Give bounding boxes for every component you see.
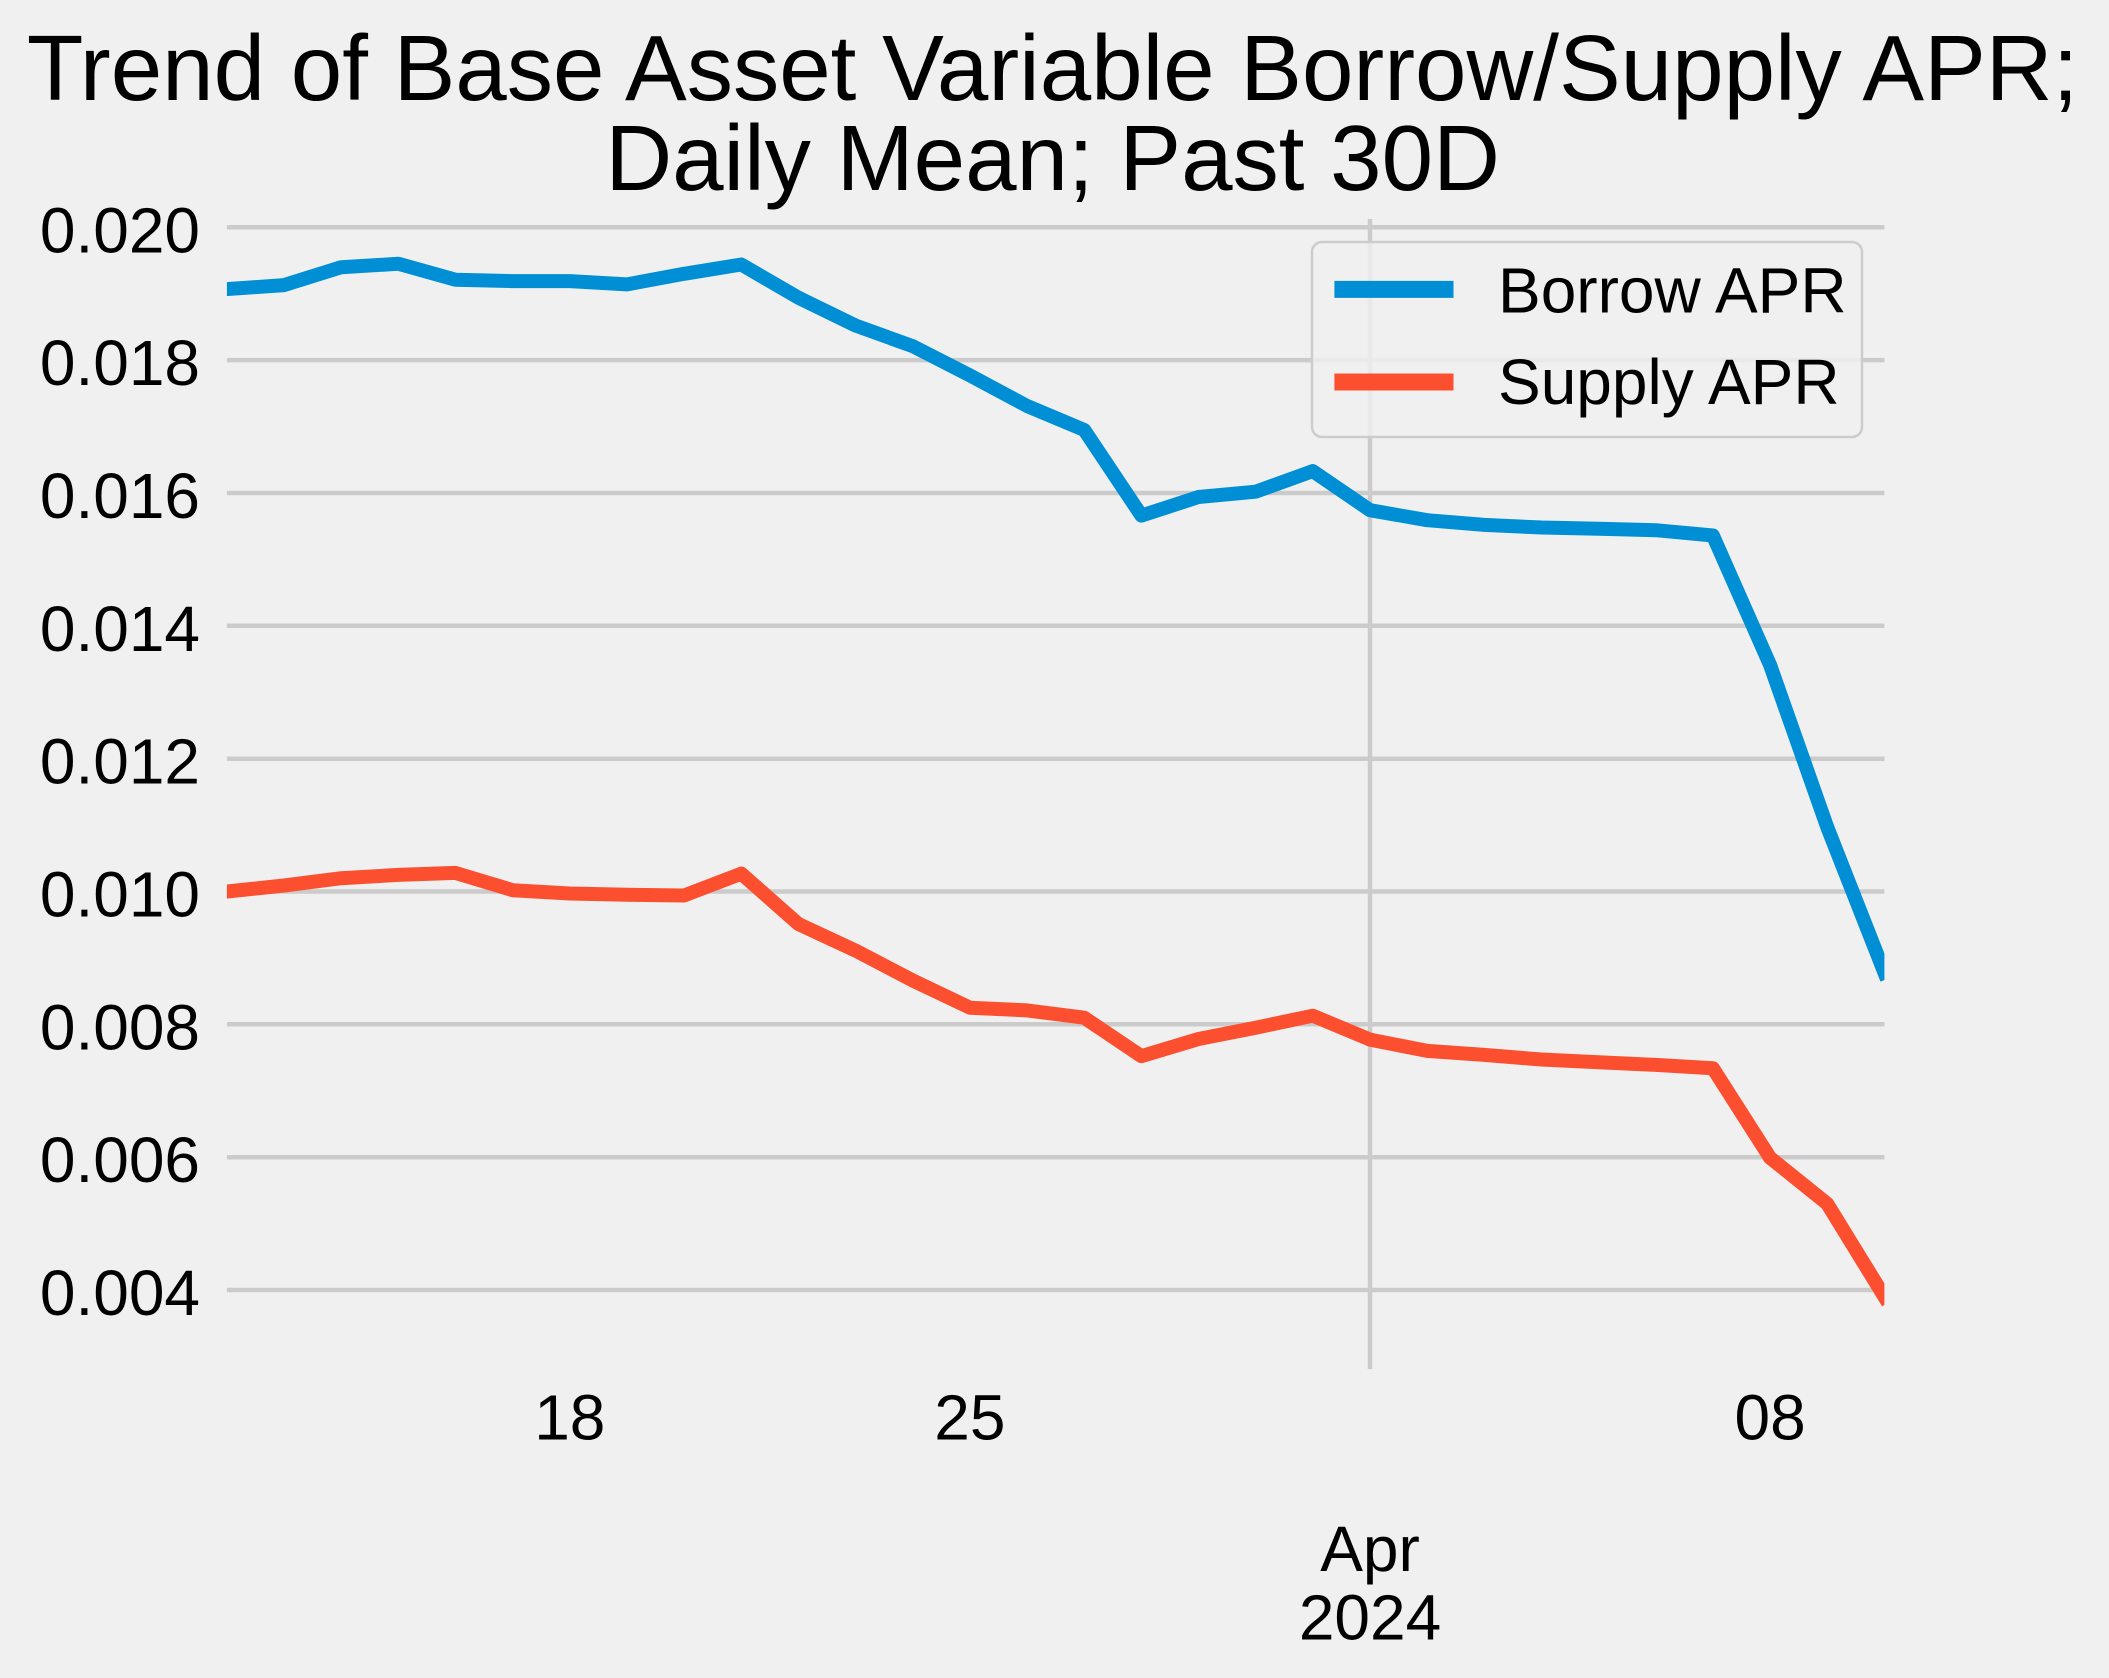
svg-text:Apr: Apr [1320,1513,1420,1585]
svg-text:2024: 2024 [1299,1582,1441,1654]
svg-text:Borrow APR: Borrow APR [1498,255,1847,327]
svg-text:0.016: 0.016 [40,460,200,532]
svg-text:0.004: 0.004 [40,1257,200,1329]
svg-text:0.014: 0.014 [40,593,200,665]
svg-text:25: 25 [934,1382,1005,1454]
svg-text:0.012: 0.012 [40,726,200,798]
svg-text:0.018: 0.018 [40,327,200,399]
svg-text:Daily Mean; Past 30D: Daily Mean; Past 30D [605,106,1500,210]
svg-text:0.006: 0.006 [40,1124,200,1196]
svg-text:Supply APR: Supply APR [1498,346,1840,418]
svg-text:0.020: 0.020 [40,194,200,266]
svg-text:Trend of Base Asset Variable B: Trend of Base Asset Variable Borrow/Supp… [27,16,2078,120]
svg-text:08: 08 [1735,1382,1806,1454]
svg-text:18: 18 [534,1382,605,1454]
svg-text:0.008: 0.008 [40,991,200,1063]
svg-text:0.010: 0.010 [40,859,200,931]
